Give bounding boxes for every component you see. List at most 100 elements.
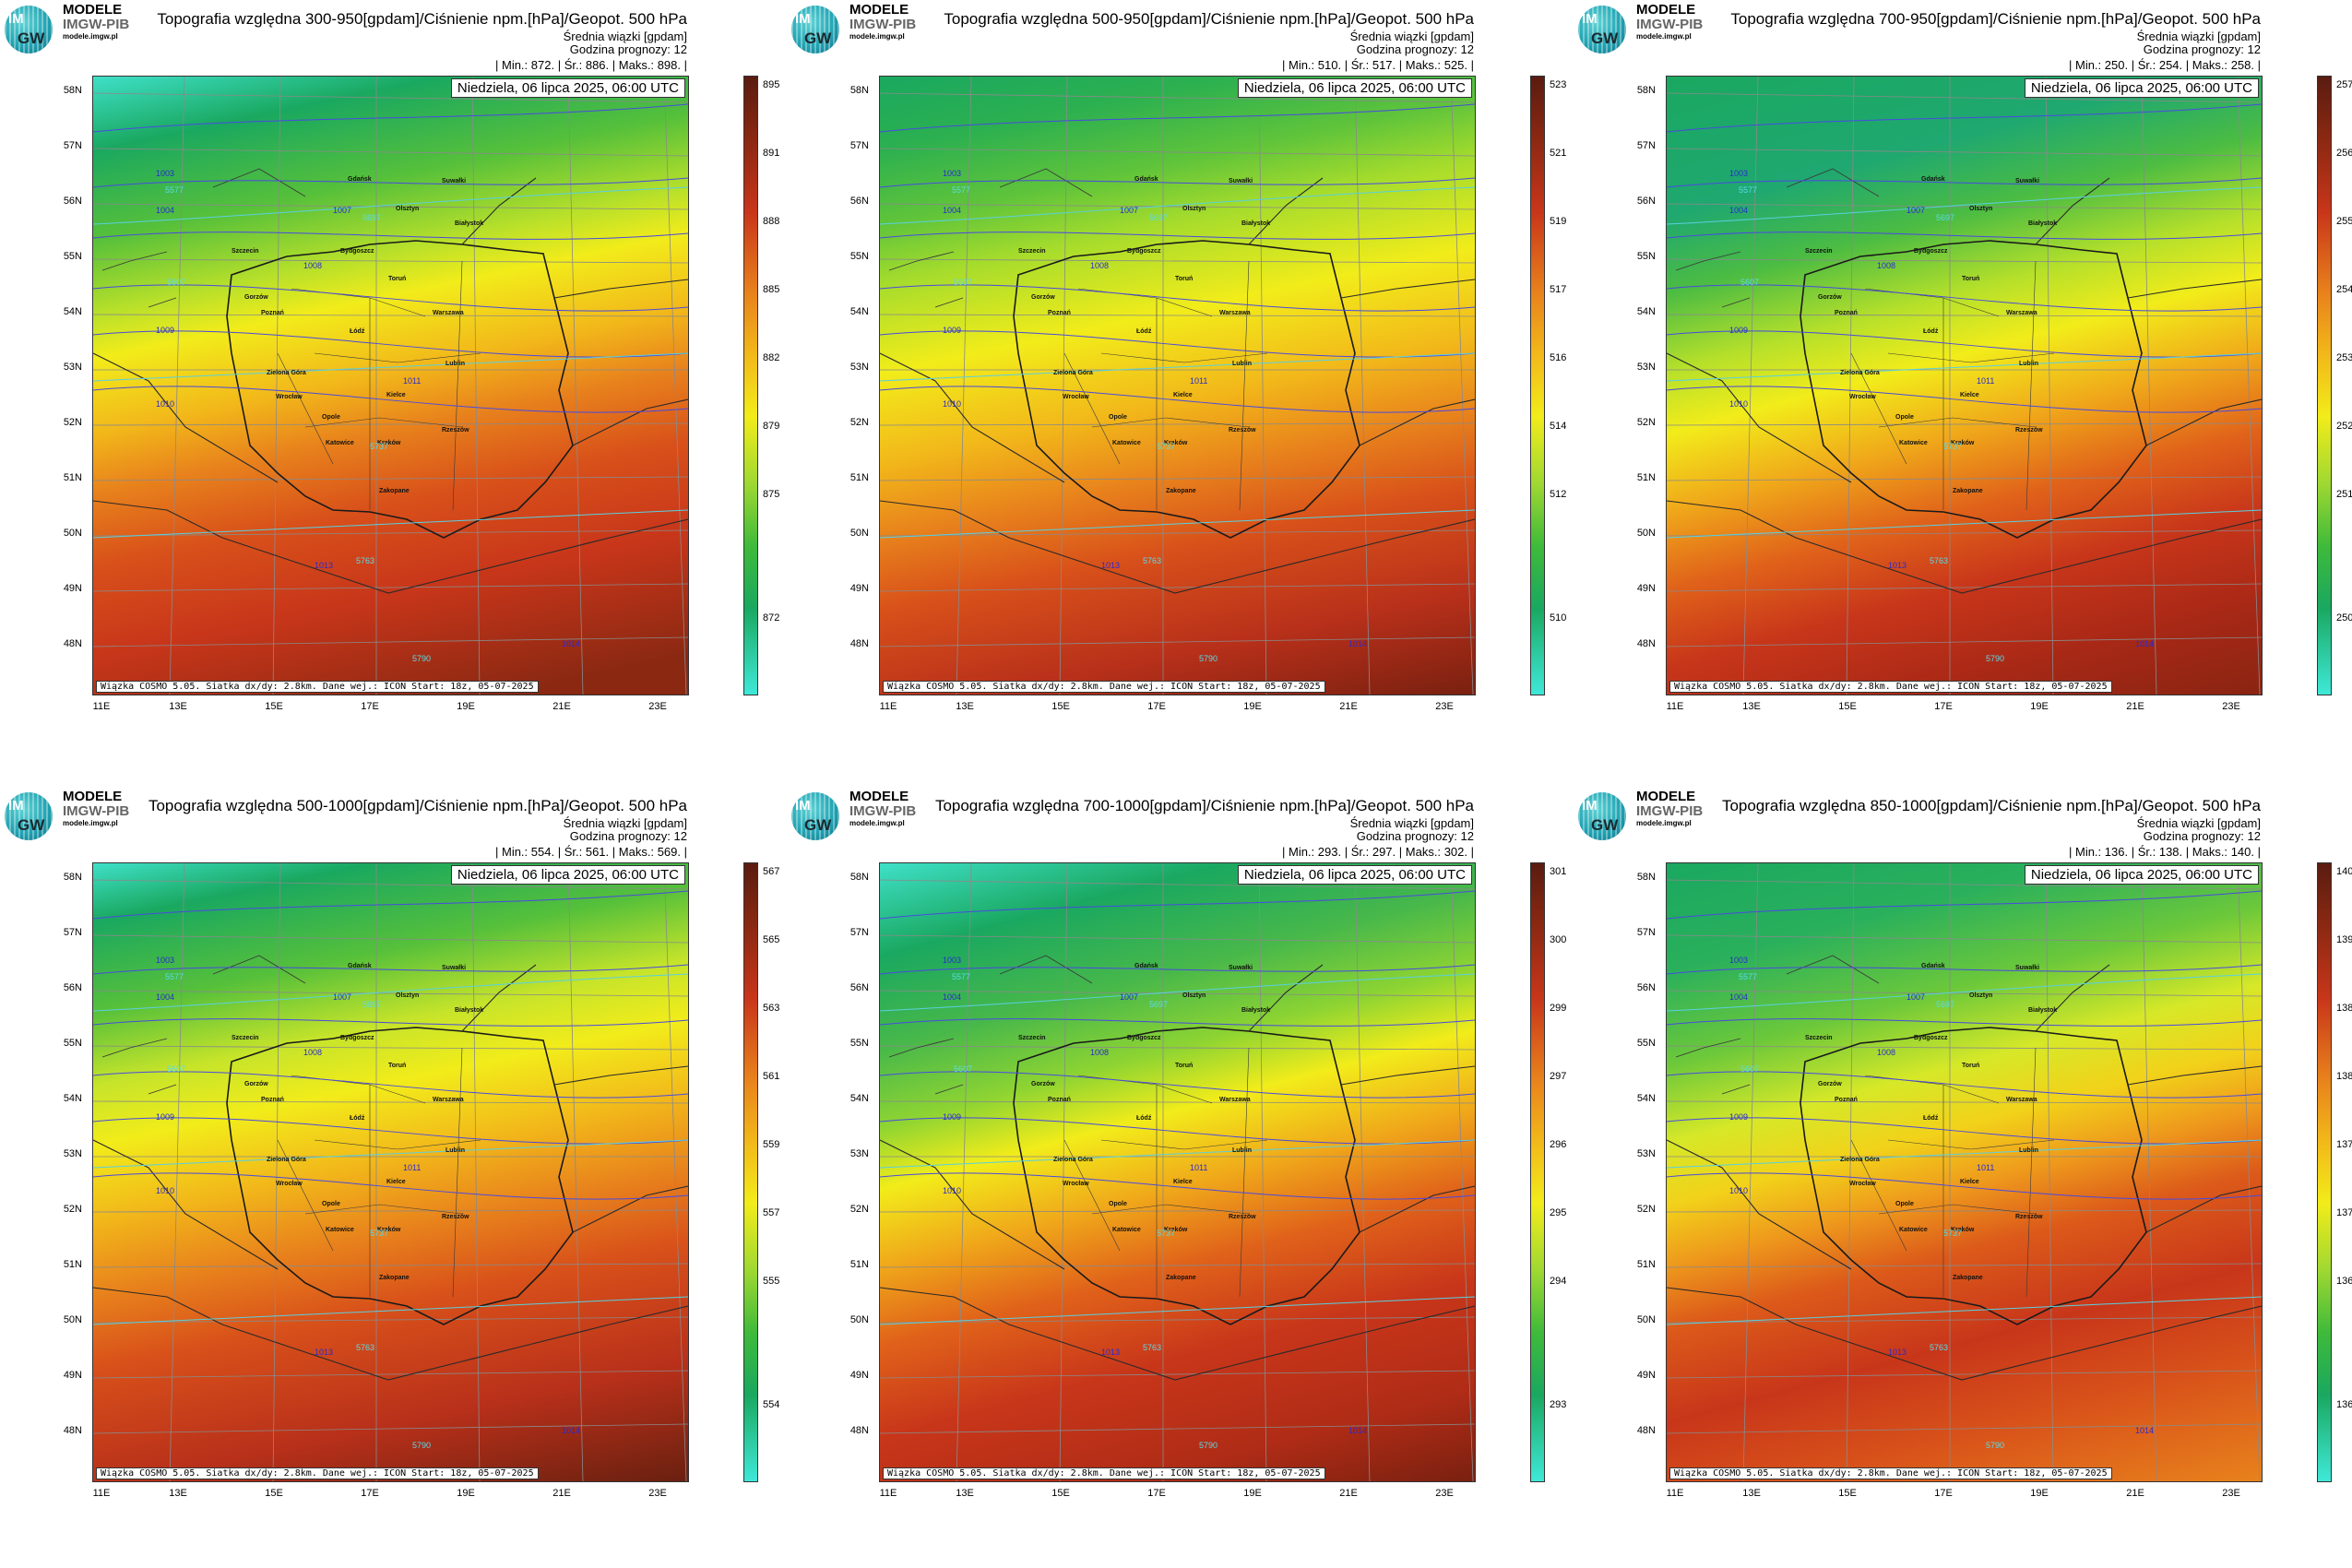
longitude-label: 19E	[457, 701, 475, 712]
isobar-line	[880, 1172, 1475, 1200]
longitude-label: 17E	[1934, 1488, 1953, 1499]
coastline	[101, 955, 306, 1095]
colorbar-tick-label: 137	[2336, 1207, 2352, 1218]
isobar-label: 1009	[1729, 326, 1749, 335]
stat-value: 561.	[585, 845, 610, 859]
latitude-gridline	[1667, 258, 2262, 264]
latitude-gridline	[1667, 636, 2262, 647]
latitude-gridline	[93, 1423, 688, 1434]
geopotential-line	[93, 1296, 688, 1325]
geopotential-label: 5737	[1943, 1229, 1963, 1238]
longitude-gridline	[471, 77, 481, 695]
isobar-label: 1009	[1729, 1112, 1749, 1122]
geopotential-label: 5763	[1143, 1343, 1162, 1352]
isobar-line	[1667, 232, 2262, 240]
isobar-line	[1667, 1117, 2262, 1145]
country-borders	[93, 177, 688, 594]
date-box: Niedziela, 06 lipca 2025, 06:00 UTC	[2024, 78, 2259, 98]
colorbar-tick-label: 257	[2336, 79, 2352, 90]
latitude-gridline	[93, 1263, 688, 1268]
city-label: Wrocław	[276, 1181, 303, 1187]
longitude-label: 15E	[1838, 1488, 1857, 1499]
logo-stripes	[5, 792, 53, 840]
isobar-label: 1003	[1729, 169, 1749, 178]
latitude-label: 52N	[849, 417, 869, 428]
latitude-label: 49N	[849, 1370, 869, 1381]
geopotential-label: 5790	[412, 1441, 432, 1450]
stat-value: 250.	[2104, 58, 2129, 72]
longitude-label: 19E	[457, 1488, 475, 1499]
colorbar-tick-label: 888	[763, 216, 780, 227]
stat-value: 254.	[2158, 58, 2183, 72]
latitude-label: 55N	[63, 251, 82, 262]
city-label: Kraków	[1951, 1227, 1975, 1233]
latitude-gridline	[93, 203, 688, 210]
subtitle-ensemble: Średnia wiązki [gpdam]	[2136, 816, 2261, 830]
latitude-label: 48N	[849, 1425, 869, 1436]
isobar-label: 1003	[943, 169, 962, 178]
longitude-label: 13E	[956, 701, 974, 712]
latitude-label: 57N	[1636, 927, 1656, 938]
latitude-gridline	[93, 636, 688, 647]
colorbar-tick-label: 521	[1550, 148, 1567, 159]
city-label: Białystok	[455, 1007, 484, 1014]
latitude-label: 49N	[1636, 583, 1656, 594]
colorbar-tick-label: 514	[1550, 421, 1567, 432]
brand-block: MODELE IMGW-PIB modele.imgw.pl	[1636, 790, 1703, 827]
colorbar-tick-label: 136	[2336, 1276, 2352, 1287]
city-label: Suwałki	[2015, 178, 2040, 184]
city-label: Lublin	[445, 1147, 465, 1154]
latitude-label: 54N	[849, 1093, 869, 1104]
latitude-label: 55N	[63, 1038, 82, 1049]
city-label: Białystok	[455, 220, 484, 227]
isobar-label: 1014	[562, 1426, 581, 1435]
city-label: Zielona Góra	[1053, 370, 1093, 376]
city-label: Poznań	[1048, 1097, 1071, 1103]
latitude-gridline	[880, 879, 1475, 890]
isobar-line	[880, 232, 1475, 240]
latitude-label: 51N	[849, 472, 869, 483]
isobar-label: 1010	[943, 399, 962, 409]
isobar-label: 1007	[333, 206, 352, 215]
city-label: Zielona Góra	[1053, 1157, 1093, 1163]
brand-url: modele.imgw.pl	[1636, 819, 1692, 827]
latitude-gridline	[1667, 879, 2262, 890]
city-label: Szczecin	[1018, 248, 1046, 255]
colorbar-tick-label: 138	[2336, 1071, 2352, 1082]
date-box: Niedziela, 06 lipca 2025, 06:00 UTC	[1237, 78, 1472, 98]
latitude-label: 52N	[849, 1204, 869, 1215]
latitude-label: 53N	[63, 1148, 82, 1159]
geopotential-label: 5790	[1986, 654, 2005, 663]
geopotential-line	[93, 509, 688, 539]
city-label: Gdańsk	[1134, 176, 1158, 183]
latitude-gridline	[93, 583, 688, 592]
longitude-label: 21E	[1339, 1488, 1358, 1499]
colorbar-tick-label: 299	[1550, 1003, 1567, 1014]
longitude-label: 21E	[2126, 701, 2144, 712]
city-label: Toruń	[388, 276, 407, 282]
latitude-label: 57N	[849, 927, 869, 938]
city-label: Bydgoszcz	[1914, 248, 1948, 255]
geopotential-label: 5607	[954, 278, 973, 287]
isobar-line	[880, 1071, 1475, 1099]
map-overlay	[1667, 863, 2262, 1481]
city-label: Poznań	[1048, 310, 1071, 316]
geopotential-label: 5763	[1143, 556, 1162, 565]
map-panel: IM GW MODELE IMGW-PIB modele.imgw.pl Topograf…	[1574, 0, 2352, 756]
latitude-gridline	[93, 879, 688, 890]
longitude-label: 19E	[2030, 701, 2049, 712]
longitude-label: 23E	[1435, 1488, 1454, 1499]
isobar-label: 1011	[403, 1163, 422, 1172]
isobar-label: 1003	[1729, 956, 1749, 965]
isobar-line	[93, 232, 688, 240]
map-area: Niedziela, 06 lipca 2025, 06:00 UTC Wiązk…	[92, 76, 689, 695]
city-label: Gorzów	[1031, 294, 1055, 301]
isobar-label: 1008	[1090, 261, 1110, 270]
latitude-gridline	[93, 258, 688, 264]
colorbar-tick-label: 294	[1550, 1276, 1567, 1287]
isobar-label: 1011	[403, 376, 422, 386]
brand-sub: IMGW-PIB	[849, 803, 917, 819]
stat-value: Min.:	[1288, 58, 1315, 72]
map-panel: IM GW MODELE IMGW-PIB modele.imgw.pl Topograf…	[0, 787, 779, 1543]
colorbar-tick-label: 255	[2336, 216, 2352, 227]
